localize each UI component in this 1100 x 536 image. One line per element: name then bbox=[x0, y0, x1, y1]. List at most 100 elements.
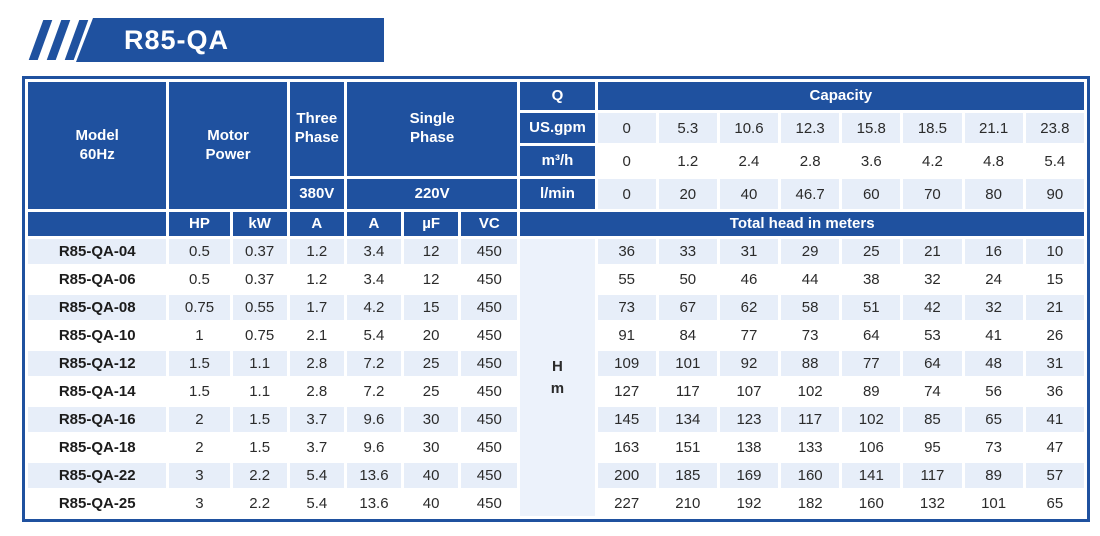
capacity-value-cell: 20 bbox=[658, 179, 717, 209]
spec-cell: 1.2 bbox=[289, 267, 344, 292]
capacity-value-cell: 1.2 bbox=[658, 146, 717, 176]
head-value-cell: 123 bbox=[719, 407, 779, 432]
table-row: R85-QA-06 0.5 0.37 1.2 3.4 12 450 55 50 46 44 38 32 2… bbox=[28, 267, 1084, 292]
single-phase-voltage: 220V bbox=[346, 179, 518, 209]
spec-cell: 0.37 bbox=[232, 267, 287, 292]
model-header-line: 60Hz bbox=[79, 145, 115, 163]
capacity-value-cell: 10.6 bbox=[719, 113, 779, 143]
model-cell: R85-QA-25 bbox=[28, 491, 167, 516]
model-cell: R85-QA-04 bbox=[28, 239, 167, 264]
head-value-cell: 141 bbox=[842, 463, 901, 488]
table-row: R85-QA-25 3 2.2 5.4 13.6 40 450 227 210 192 182 160… bbox=[28, 491, 1084, 516]
amp-three-header: A bbox=[289, 212, 344, 236]
head-value-cell: 106 bbox=[842, 435, 901, 460]
model-column-header: Model 60Hz bbox=[28, 82, 167, 209]
spec-cell: 2.2 bbox=[232, 463, 287, 488]
capacity-value-cell: 21.1 bbox=[964, 113, 1023, 143]
spec-cell: 3.4 bbox=[346, 239, 402, 264]
spec-cell: 15 bbox=[404, 295, 459, 320]
spec-cell: 1.7 bbox=[289, 295, 344, 320]
head-value-cell: 91 bbox=[597, 323, 656, 348]
three-phase-voltage: 380V bbox=[289, 179, 344, 209]
spec-cell: 450 bbox=[461, 267, 518, 292]
head-value-cell: 21 bbox=[1025, 295, 1084, 320]
spec-cell: 3.7 bbox=[289, 407, 344, 432]
head-value-cell: 109 bbox=[597, 351, 656, 376]
spec-cell: 25 bbox=[404, 379, 459, 404]
spec-cell: 40 bbox=[404, 491, 459, 516]
head-value-cell: 32 bbox=[903, 267, 962, 292]
head-value-cell: 25 bbox=[842, 239, 901, 264]
head-value-cell: 15 bbox=[1025, 267, 1084, 292]
head-value-cell: 182 bbox=[781, 491, 840, 516]
table-row: R85-QA-14 1.5 1.1 2.8 7.2 25 450 127 117 107 102 89… bbox=[28, 379, 1084, 404]
capacity-value-cell: 0 bbox=[597, 146, 656, 176]
spec-cell: 40 bbox=[404, 463, 459, 488]
head-value-cell: 26 bbox=[1025, 323, 1084, 348]
capacity-row-usgpm: US.gpm 0 5.3 10.6 12.3 15.8 18.5 21.1 23.8 bbox=[28, 113, 1084, 143]
spec-cell: 450 bbox=[461, 239, 518, 264]
spec-cell: 3.4 bbox=[346, 267, 402, 292]
capacity-value-cell: 3.6 bbox=[842, 146, 901, 176]
page-title: R85-QA bbox=[124, 24, 230, 55]
spec-cell: 2.2 bbox=[232, 491, 287, 516]
table-row: R85-QA-16 2 1.5 3.7 9.6 30 450 145 134 123 117 102 8… bbox=[28, 407, 1084, 432]
head-value-cell: 169 bbox=[719, 463, 779, 488]
three-phase-line: Three bbox=[296, 110, 338, 128]
spec-cell: 1.5 bbox=[169, 351, 230, 376]
head-value-cell: 56 bbox=[964, 379, 1023, 404]
head-value-cell: 47 bbox=[1025, 435, 1084, 460]
spec-cell: 20 bbox=[404, 323, 459, 348]
head-value-cell: 89 bbox=[964, 463, 1023, 488]
head-value-cell: 73 bbox=[964, 435, 1023, 460]
spec-cell: 12 bbox=[404, 267, 459, 292]
capacity-row-m3h: m³/h 0 1.2 2.4 2.8 3.6 4.2 4.8 5.4 bbox=[28, 146, 1084, 176]
head-value-cell: 46 bbox=[719, 267, 779, 292]
head-value-cell: 77 bbox=[719, 323, 779, 348]
capacity-value-cell: 23.8 bbox=[1025, 113, 1084, 143]
head-value-cell: 102 bbox=[781, 379, 840, 404]
head-value-cell: 117 bbox=[903, 463, 962, 488]
head-unit-line: H bbox=[552, 357, 563, 375]
model-cell: R85-QA-08 bbox=[28, 295, 167, 320]
spec-cell: 3 bbox=[169, 463, 230, 488]
spec-cell: 0.75 bbox=[169, 295, 230, 320]
amp-single-header: A bbox=[346, 212, 402, 236]
spec-cell: 3 bbox=[169, 491, 230, 516]
head-value-cell: 107 bbox=[719, 379, 779, 404]
head-value-cell: 36 bbox=[1025, 379, 1084, 404]
single-phase-line: Single bbox=[409, 110, 455, 128]
head-value-cell: 102 bbox=[842, 407, 901, 432]
head-value-cell: 58 bbox=[781, 295, 840, 320]
spec-cell: 30 bbox=[404, 435, 459, 460]
capacity-value-cell: 0 bbox=[597, 113, 656, 143]
motor-header-line: Motor bbox=[207, 126, 249, 144]
spec-cell: 25 bbox=[404, 351, 459, 376]
head-value-cell: 48 bbox=[964, 351, 1023, 376]
head-value-cell: 51 bbox=[842, 295, 901, 320]
spec-cell: 450 bbox=[461, 463, 518, 488]
kw-header: kW bbox=[232, 212, 287, 236]
head-value-cell: 89 bbox=[842, 379, 901, 404]
spec-cell: 30 bbox=[404, 407, 459, 432]
head-value-cell: 10 bbox=[1025, 239, 1084, 264]
vc-header: VC bbox=[461, 212, 518, 236]
hp-header: HP bbox=[169, 212, 230, 236]
spec-cell: 5.4 bbox=[289, 491, 344, 516]
head-value-cell: 50 bbox=[658, 267, 717, 292]
head-value-cell: 29 bbox=[781, 239, 840, 264]
single-phase-line: Phase bbox=[410, 129, 455, 146]
model-cell: R85-QA-14 bbox=[28, 379, 167, 404]
head-value-cell: 65 bbox=[1025, 491, 1084, 516]
capacity-row-lmin: 380V 220V l/min 0 20 40 46.7 60 70 80 90 bbox=[28, 179, 1084, 209]
spec-cell: 2 bbox=[169, 407, 230, 432]
motor-header-line: Power bbox=[205, 145, 251, 163]
table-row: R85-QA-18 2 1.5 3.7 9.6 30 450 163 151 138 133 106 9… bbox=[28, 435, 1084, 460]
head-value-cell: 163 bbox=[597, 435, 656, 460]
spec-cell: 1.5 bbox=[169, 379, 230, 404]
motor-power-header: Motor Power bbox=[169, 82, 287, 209]
head-value-cell: 192 bbox=[719, 491, 779, 516]
head-value-cell: 117 bbox=[658, 379, 717, 404]
table-row: R85-QA-10 1 0.75 2.1 5.4 20 450 91 84 77 73 64 53 41 2… bbox=[28, 323, 1084, 348]
